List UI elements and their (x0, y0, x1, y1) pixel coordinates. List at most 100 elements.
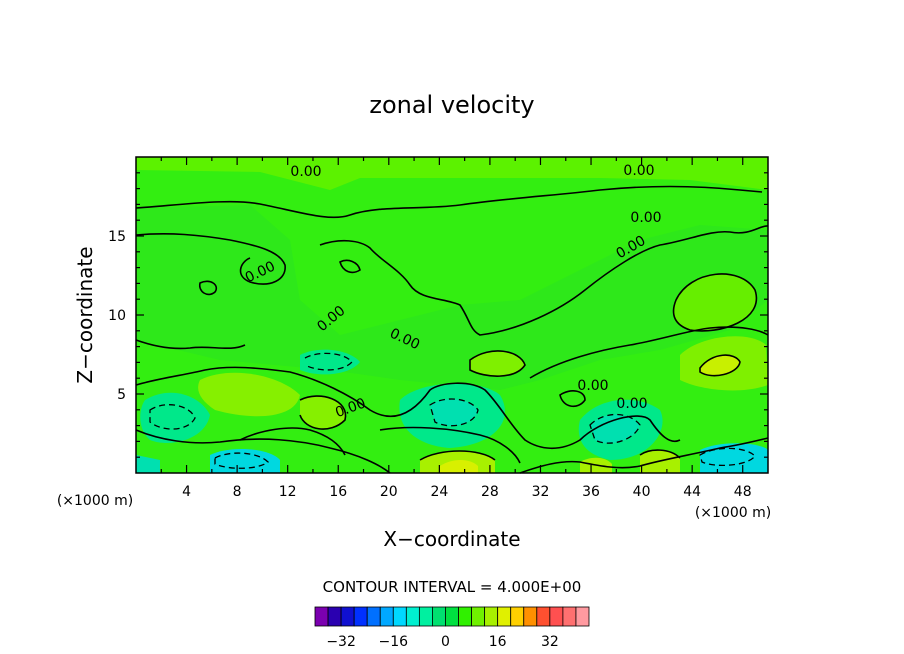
contour-line (239, 427, 346, 456)
colorbar-swatch (379, 606, 394, 627)
x-tick-label: 32 (532, 484, 550, 500)
x-tick-label: 40 (633, 484, 651, 500)
colorbar-tick-label: −32 (326, 634, 356, 650)
contour-line (299, 395, 347, 430)
contour-line-negative (214, 452, 269, 469)
colorbar-tick-label: 16 (489, 634, 507, 650)
contour-fill-patch (590, 414, 640, 444)
contour-line-negative (304, 352, 353, 371)
x-tick-label: 48 (734, 484, 752, 500)
contour-fill-patch (140, 392, 210, 443)
y-tick-label: 15 (108, 229, 126, 245)
y-axis-title: Z−coordinate (73, 246, 97, 383)
colorbar-swatch (471, 606, 486, 627)
x-tick-label: 16 (329, 484, 347, 500)
contour-line-negative (149, 404, 196, 430)
colorbar-swatch (523, 606, 538, 627)
contour-line-negative (589, 413, 641, 444)
contour-line (379, 426, 521, 464)
x-axis: 4 8 12 16 20 24 28 32 36 40 44 48 (160, 157, 752, 500)
x-unit-label-left: (×1000 m) (57, 493, 133, 509)
colorbar-tick-label: −16 (379, 634, 409, 650)
contour-line (469, 350, 526, 377)
colorbar (314, 606, 590, 627)
colorbar-swatch (314, 606, 329, 627)
x-tick-label: 44 (683, 484, 701, 500)
contour-line (699, 354, 741, 377)
contour-line-negative (429, 398, 479, 427)
colorbar-tick-label: 32 (541, 634, 559, 650)
colorbar-swatch (562, 606, 577, 627)
contour-line (639, 449, 681, 459)
colorbar-tick-label: 0 (441, 634, 450, 650)
x-tick-label: 28 (481, 484, 499, 500)
contour-label: 0.00 (577, 378, 608, 394)
colorbar-swatch (445, 606, 459, 627)
contour-fill-patch (136, 205, 768, 390)
colorbar-swatch (327, 606, 342, 627)
colorbar-swatch (405, 606, 420, 627)
colorbar-swatch (497, 606, 512, 627)
contour-label: 0.00 (616, 396, 647, 412)
contour-field (136, 157, 768, 473)
contour-line (135, 366, 681, 450)
colorbar-swatch (353, 606, 368, 627)
contour-line (135, 339, 246, 350)
x-tick-label: 24 (430, 484, 448, 500)
contour-interval-label: CONTOUR INTERVAL = 4.000E+00 (323, 578, 582, 596)
contour-line (519, 437, 769, 474)
contour-fill-patch (300, 349, 360, 375)
contour-fill-patch (198, 372, 300, 417)
contour-line (135, 233, 286, 285)
y-axis: 5 10 15 (108, 172, 768, 458)
contour-label: 0.00 (630, 210, 661, 226)
colorbar-swatch (510, 606, 525, 627)
x-tick-label: 36 (582, 484, 600, 500)
x-tick-label: 4 (182, 484, 191, 500)
contour-fill-patch (470, 350, 525, 377)
contour-fill-patch (430, 398, 478, 426)
contour-line (319, 225, 769, 336)
colorbar-swatch (418, 606, 433, 627)
y-tick-label: 10 (108, 308, 126, 324)
colorbar-swatch (392, 606, 407, 627)
x-axis-title: X−coordinate (383, 527, 520, 551)
contour-fill-patch (300, 396, 346, 430)
chart-title: zonal velocity (369, 91, 534, 119)
contour-fill-patch (136, 157, 768, 190)
contour-fill-patch (700, 443, 768, 473)
colorbar-swatch (536, 606, 551, 627)
contour-fill-patch (210, 448, 280, 473)
colorbar-swatch (484, 606, 499, 627)
colorbar-swatch (458, 606, 472, 627)
colorbar-tick-labels: −32 −16 0 16 32 (326, 634, 558, 650)
x-unit-label-right: (×1000 m) (695, 505, 771, 521)
contour-lines (135, 185, 769, 474)
colorbar-swatch (575, 606, 590, 627)
y-tick-label: 5 (117, 387, 126, 403)
colorbar-swatch (432, 606, 446, 627)
contour-line (672, 273, 758, 332)
contour-fill-patch (440, 460, 478, 473)
contour-line (559, 390, 586, 408)
contour-line (419, 450, 496, 461)
contour-line-negative (699, 447, 756, 467)
colorbar-swatch (340, 606, 355, 627)
contour-line (135, 429, 391, 474)
x-tick-label: 8 (233, 484, 242, 500)
negative-contour-lines (149, 352, 756, 469)
contour-line (529, 326, 769, 379)
colorbar-swatch (549, 606, 564, 627)
x-tick-label: 12 (279, 484, 297, 500)
x-tick-label: 20 (380, 484, 398, 500)
contour-fill-patch (673, 273, 757, 331)
colorbar-swatch (366, 606, 381, 627)
contour-fill-patch (700, 355, 740, 376)
contour-line (198, 280, 218, 296)
contour-fill-patch (136, 455, 160, 473)
contour-label: 0.00 (290, 164, 321, 180)
contour-line (339, 259, 361, 274)
contour-label: 0.00 (623, 163, 654, 179)
contour-line (135, 185, 763, 219)
